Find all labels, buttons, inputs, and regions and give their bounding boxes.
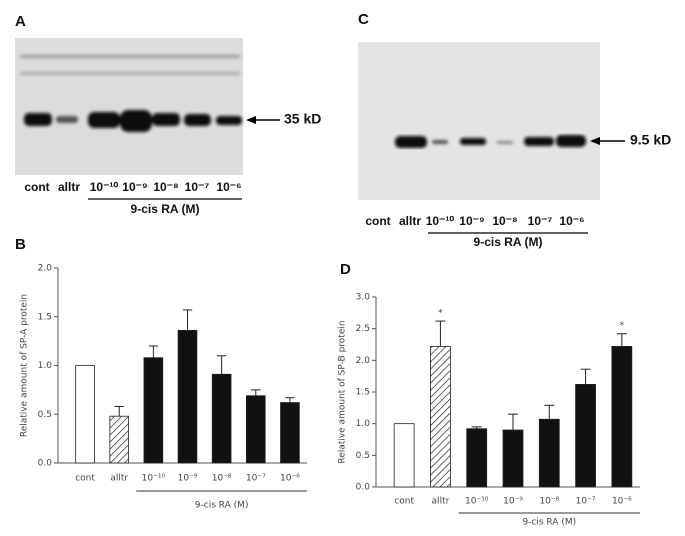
annotation: * [620, 321, 625, 331]
x-tick-label: cont [75, 474, 95, 484]
x-tick-label: 10⁻⁹ [178, 474, 198, 484]
lane-label: alltr [399, 214, 421, 228]
lane-label: 10⁻¹⁰ [426, 214, 455, 228]
panel-label: C [358, 11, 369, 28]
bar [502, 429, 524, 488]
lane-label: alltr [58, 180, 80, 194]
y-tick-label: 0.0 [38, 459, 53, 469]
lane-label: 10⁻¹⁰ [90, 180, 119, 194]
x-tick-label: 10⁻⁷ [576, 497, 596, 507]
y-tick-label: 3.0 [356, 293, 371, 303]
lane-label: 10⁻⁷ [185, 180, 210, 194]
x-tick-label: 10⁻⁶ [280, 474, 300, 484]
panel-label: A [15, 13, 26, 30]
lane-label: cont [24, 180, 49, 194]
bar [280, 402, 300, 464]
blot-image [358, 42, 600, 200]
group-label: 9-cis RA (M) [195, 501, 249, 511]
bar [466, 428, 488, 488]
x-tick-label: cont [394, 497, 414, 507]
bar [245, 395, 266, 464]
group-label: 9-cis RA (M) [522, 518, 576, 528]
panel-label: D [340, 261, 351, 278]
lane-label: cont [365, 214, 390, 228]
panel-label: B [15, 236, 26, 253]
lane-label: 10⁻⁹ [122, 180, 147, 194]
y-tick-label: 0.0 [356, 483, 371, 493]
arrowhead [246, 116, 256, 124]
lane-label: 10⁻⁸ [492, 214, 517, 228]
band-label: 9.5 kD [630, 132, 671, 148]
x-tick-label: alltr [432, 497, 450, 507]
x-tick-label: 10⁻¹⁰ [465, 497, 489, 507]
y-tick-label: 1.0 [356, 419, 371, 429]
bar [143, 357, 164, 464]
y-axis-label: Relative amount of SP-A protein [20, 294, 30, 437]
x-tick-label: 10⁻⁷ [246, 474, 266, 484]
bar [538, 418, 560, 488]
band-label: 35 kD [284, 111, 321, 127]
lane-label: 10⁻⁸ [153, 180, 178, 194]
bar [109, 415, 130, 464]
y-tick-label: 2.5 [356, 324, 370, 334]
x-tick-label: 10⁻¹⁰ [142, 474, 166, 484]
arrowhead [590, 137, 600, 145]
lane-label: 10⁻⁹ [459, 214, 484, 228]
bar [177, 329, 198, 464]
bar [75, 365, 95, 464]
lane-label: 10⁻⁷ [528, 214, 553, 228]
y-tick-label: 0.5 [356, 451, 370, 461]
bar [430, 345, 451, 488]
x-tick-label: 10⁻⁶ [612, 497, 632, 507]
lane-label: 10⁻⁶ [559, 214, 584, 228]
x-tick-label: 10⁻⁹ [503, 497, 523, 507]
y-tick-label: 1.5 [38, 312, 52, 322]
y-tick-label: 2.0 [38, 264, 53, 274]
annotation: * [438, 309, 443, 319]
group-label: 9-cis RA (M) [131, 202, 200, 216]
y-tick-label: 2.0 [356, 356, 371, 366]
y-axis-label: Relative amount of SP-B protein [338, 320, 348, 463]
blot-image [15, 38, 243, 175]
lane-label: 10⁻⁶ [216, 180, 241, 194]
x-tick-label: alltr [110, 474, 128, 484]
group-label: 9-cis RA (M) [474, 235, 543, 249]
y-tick-label: 1.5 [356, 388, 370, 398]
x-tick-label: 10⁻⁸ [539, 497, 559, 507]
y-tick-label: 1.0 [38, 361, 53, 371]
bar [393, 423, 415, 488]
bar [211, 373, 232, 464]
x-tick-label: 10⁻⁸ [212, 474, 232, 484]
bar [611, 345, 633, 488]
bar [575, 383, 596, 488]
y-tick-label: 0.5 [38, 410, 52, 420]
